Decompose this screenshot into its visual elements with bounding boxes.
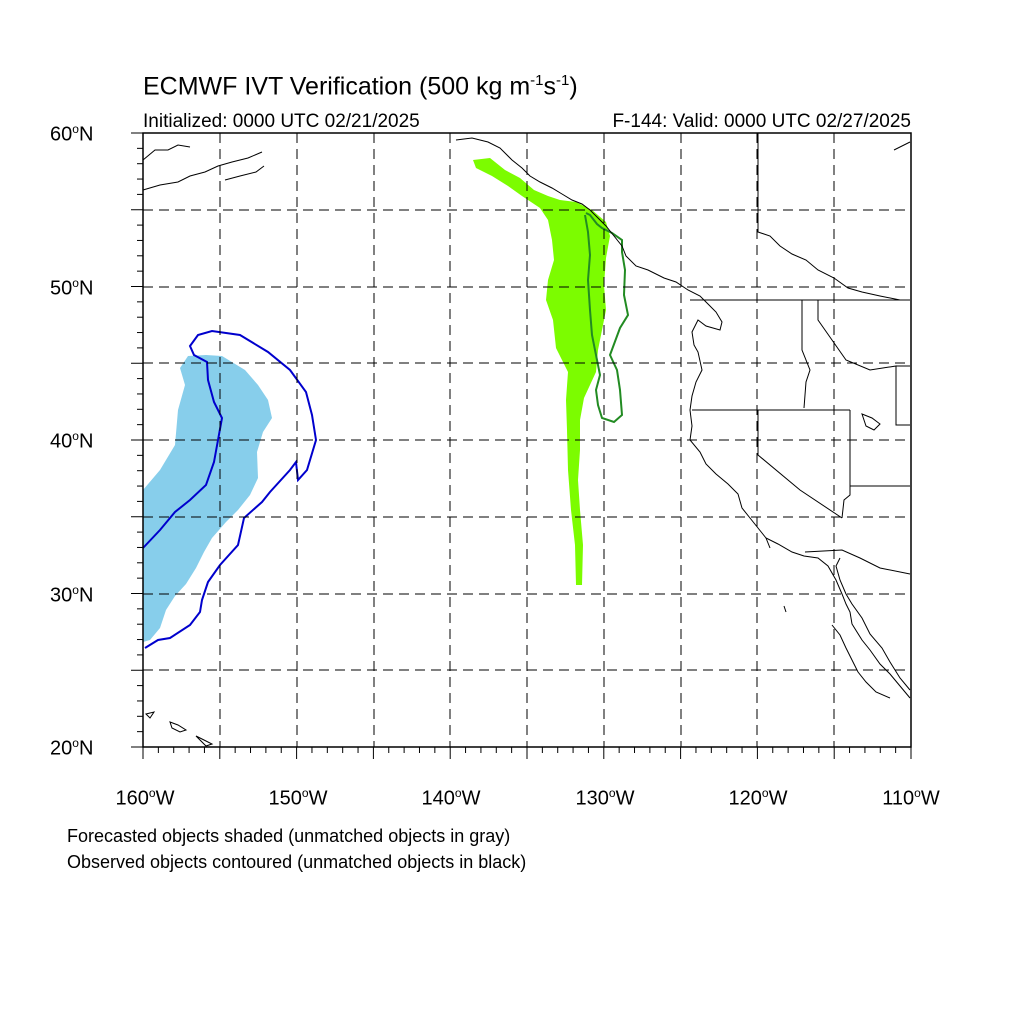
observed-object-green [584, 212, 630, 424]
valid-time: F-144: Valid: 0000 UTC 02/27/2025 [612, 111, 911, 132]
lat-label-40: 40oN [50, 429, 94, 453]
coastlines [142, 133, 911, 747]
lat-label-30: 30oN [50, 583, 94, 607]
forecast-object-green [473, 158, 610, 585]
lon-label-120: 120oW [728, 786, 788, 810]
observed-object-blue [142, 329, 318, 649]
tick-marks [131, 132, 912, 759]
lat-label-20: 20oN [50, 736, 94, 760]
lat-label-50: 50oN [50, 276, 94, 300]
map-title: ECMWF IVT Verification (500 kg m-1s-1) [143, 72, 578, 101]
lon-label-160: 160oW [115, 786, 175, 810]
note-forecast: Forecasted objects shaded (unmatched obj… [67, 826, 511, 846]
lon-label-150: 150oW [268, 786, 328, 810]
graticule [143, 133, 911, 747]
lon-label-130: 130oW [575, 786, 635, 810]
lon-label-140: 140oW [421, 786, 481, 810]
initialized-time: Initialized: 0000 UTC 02/21/2025 [143, 111, 420, 132]
forecast-object-light-blue [143, 355, 272, 642]
lat-label-60: 60oN [50, 122, 94, 146]
note-observed: Observed objects contoured (unmatched ob… [67, 852, 527, 872]
lon-label-110: 110oW [882, 786, 940, 810]
